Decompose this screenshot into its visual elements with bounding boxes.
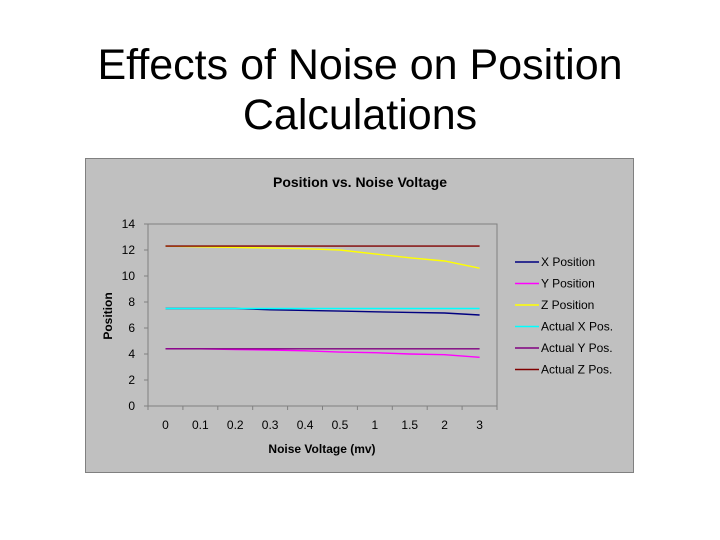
legend-label-actual-z-pos: Actual Z Pos. bbox=[541, 363, 612, 377]
slide-title-line-1: Effects of Noise on Position bbox=[97, 41, 623, 89]
x-tick-label: 2 bbox=[441, 418, 448, 432]
y-tick-label: 8 bbox=[128, 295, 135, 309]
series-layer bbox=[165, 245, 480, 358]
legend-label-y-position: Y Position bbox=[541, 277, 595, 291]
x-tick-label: 0.2 bbox=[227, 418, 244, 432]
legend-label-x-position: X Position bbox=[541, 255, 595, 269]
x-tick-label: 0.5 bbox=[332, 418, 349, 432]
y-tick-label: 2 bbox=[128, 373, 135, 387]
y-tick-label: 6 bbox=[128, 321, 135, 335]
slide-title-line-2: Calculations bbox=[242, 91, 478, 139]
legend: X Position Y Position Z Position Actual X P… bbox=[515, 255, 613, 377]
plot-area bbox=[147, 223, 498, 407]
y-tick-label: 4 bbox=[128, 347, 135, 361]
x-tick-label: 1 bbox=[372, 418, 379, 432]
x-tick-label: 0.3 bbox=[262, 418, 279, 432]
x-tick-label: 1.5 bbox=[401, 418, 418, 432]
x-tick-label: 0.4 bbox=[297, 418, 314, 432]
y-tick-label: 14 bbox=[122, 217, 136, 231]
x-axis-label: Noise Voltage (mv) bbox=[268, 442, 375, 456]
y-axis-label: Position bbox=[101, 292, 115, 339]
x-axis: 0 0.1 0.2 0.3 0.4 0.5 1 1.5 2 3 bbox=[147, 406, 498, 432]
y-axis: 0 2 4 6 8 10 12 14 bbox=[122, 217, 148, 413]
legend-label-actual-y-pos: Actual Y Pos. bbox=[541, 341, 613, 355]
chart-title: Position vs. Noise Voltage bbox=[273, 174, 447, 190]
legend-label-actual-x-pos: Actual X Pos. bbox=[541, 320, 613, 334]
series-line-z-position bbox=[165, 245, 480, 269]
y-tick-label: 0 bbox=[128, 399, 135, 413]
slide-title: Effects of Noise on Position Calculation… bbox=[60, 40, 660, 140]
x-tick-label: 0.1 bbox=[192, 418, 209, 432]
legend-label-z-position: Z Position bbox=[541, 298, 594, 312]
x-tick-label: 0 bbox=[162, 418, 169, 432]
x-tick-label: 3 bbox=[476, 418, 483, 432]
y-tick-label: 12 bbox=[122, 243, 136, 257]
y-tick-label: 10 bbox=[122, 269, 136, 283]
